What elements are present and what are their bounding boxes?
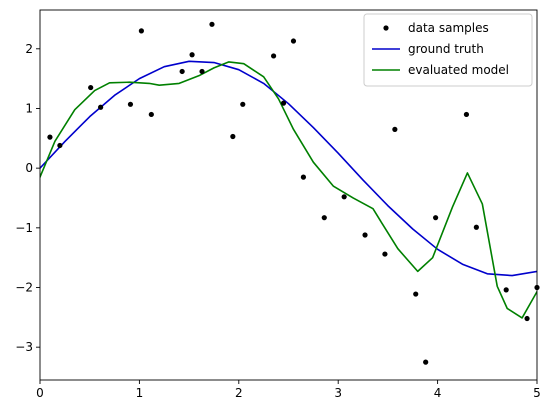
x-tick-label-3: 3 <box>334 386 342 400</box>
y-tick-label-5: 2 <box>25 42 33 56</box>
legend-box <box>363 13 533 87</box>
data-sample-point-16 <box>300 174 307 180</box>
plot-series-group <box>40 60 537 319</box>
y-tick-label-3: 0 <box>25 161 33 175</box>
x-tick-label-0: 0 <box>36 386 44 400</box>
data-sample-point-0 <box>47 134 53 140</box>
data-sample-point-5 <box>138 28 144 34</box>
y-tick-label-4: 1 <box>25 101 33 115</box>
data-sample-point-4 <box>127 101 134 107</box>
data-sample-point-26 <box>473 224 479 230</box>
legend-label-2: evaluated model <box>408 63 509 77</box>
data-sample-point-12 <box>240 101 246 107</box>
data-sample-point-9 <box>199 68 205 75</box>
axes: 0 1 2 3 4 5 −3 −2 −1 0 1 2 <box>15 9 541 400</box>
data-sample-point-8 <box>189 52 195 58</box>
series-line-2 <box>40 61 537 319</box>
y-tick-label-0: −3 <box>15 340 33 354</box>
data-sample-point-23 <box>423 359 429 365</box>
legend-label-1: ground truth <box>408 42 484 56</box>
legend-marker-0 <box>383 25 389 31</box>
legend-label-0: data samples <box>408 21 489 35</box>
x-tick-label-5: 5 <box>533 386 541 400</box>
series-line-1 <box>40 60 537 277</box>
x-tick-label-2: 2 <box>235 386 243 400</box>
data-sample-point-3 <box>98 104 104 110</box>
data-sample-point-14 <box>280 100 287 106</box>
data-sample-point-28 <box>524 315 530 322</box>
data-sample-point-24 <box>433 215 439 221</box>
data-sample-point-15 <box>290 38 297 44</box>
data-sample-point-27 <box>503 287 509 293</box>
data-sample-point-22 <box>413 291 419 297</box>
data-sample-point-19 <box>362 232 368 238</box>
data-sample-point-18 <box>341 194 347 200</box>
data-sample-point-21 <box>392 126 398 132</box>
data-sample-point-10 <box>209 21 215 27</box>
axes-frame <box>39 9 538 381</box>
data-sample-point-6 <box>148 111 154 118</box>
x-tick-label-4: 4 <box>434 386 442 400</box>
data-sample-point-2 <box>88 84 94 91</box>
data-sample-point-20 <box>382 251 388 257</box>
data-sample-point-25 <box>463 111 470 118</box>
data-sample-point-7 <box>179 68 185 75</box>
data-sample-point-17 <box>321 215 327 221</box>
y-tick-label-1: −2 <box>15 281 33 295</box>
data-sample-point-11 <box>230 133 236 140</box>
y-tick-label-2: −1 <box>15 221 33 235</box>
data-sample-point-13 <box>270 53 277 59</box>
data-sample-point-1 <box>57 142 63 149</box>
x-tick-label-1: 1 <box>136 386 144 400</box>
legend: data samples ground truth evaluated model <box>363 13 533 87</box>
